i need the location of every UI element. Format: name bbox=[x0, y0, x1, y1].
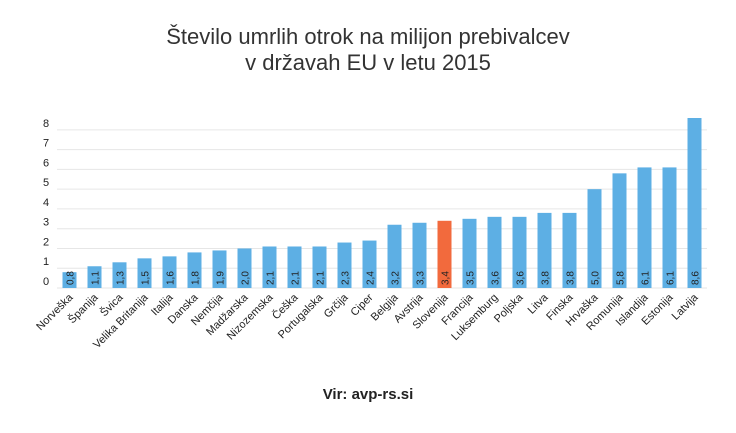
bar bbox=[237, 248, 252, 288]
chart-title: Število umrlih otrok na milijon prebival… bbox=[0, 24, 736, 76]
value-label: 3,6 bbox=[516, 271, 527, 285]
y-tick-label: 3 bbox=[43, 217, 49, 229]
value-label: 1,9 bbox=[216, 271, 227, 285]
value-label: 2,0 bbox=[241, 271, 252, 285]
value-label: 0,8 bbox=[66, 271, 77, 285]
value-label: 1,6 bbox=[166, 271, 177, 285]
value-label: 3,3 bbox=[416, 271, 427, 285]
y-tick-label: 4 bbox=[43, 197, 49, 209]
bar bbox=[637, 167, 652, 288]
bar bbox=[362, 240, 377, 288]
bar bbox=[287, 246, 302, 288]
value-label: 3,2 bbox=[391, 271, 402, 285]
bar bbox=[512, 216, 527, 288]
category-label: Latvija bbox=[670, 291, 702, 323]
bar bbox=[412, 222, 427, 288]
category-label: Norveška bbox=[34, 291, 76, 333]
value-label: 6,1 bbox=[666, 271, 677, 285]
value-label: 3,8 bbox=[566, 271, 577, 285]
value-label: 2,1 bbox=[291, 271, 302, 285]
bar bbox=[112, 262, 127, 288]
bar bbox=[312, 246, 327, 288]
category-label: Poljska bbox=[492, 291, 526, 325]
bar bbox=[387, 224, 402, 288]
bar bbox=[462, 218, 477, 288]
bar bbox=[262, 246, 277, 288]
bar bbox=[87, 266, 102, 288]
value-label: 1,8 bbox=[191, 271, 202, 285]
value-label: 2,1 bbox=[316, 271, 327, 285]
value-label: 5,0 bbox=[591, 271, 602, 285]
bar bbox=[212, 250, 227, 288]
y-tick-label: 1 bbox=[43, 256, 49, 268]
value-label: 2,3 bbox=[341, 271, 352, 285]
bar bbox=[162, 256, 177, 288]
chart-title-line-2: v državah EU v letu 2015 bbox=[245, 50, 491, 75]
y-tick-label: 7 bbox=[43, 138, 49, 150]
y-tick-label: 5 bbox=[43, 177, 49, 189]
bar bbox=[187, 252, 202, 288]
value-label: 5,8 bbox=[616, 271, 627, 285]
bar bbox=[337, 242, 352, 288]
bar bbox=[587, 189, 602, 288]
bar bbox=[687, 118, 702, 288]
value-label: 1,5 bbox=[141, 271, 152, 285]
y-tick-label: 2 bbox=[43, 236, 49, 248]
source-label: Vir: avp-rs.si bbox=[322, 386, 414, 403]
value-label: 2,4 bbox=[366, 271, 377, 285]
value-label: 3,8 bbox=[541, 271, 552, 285]
bar bbox=[662, 167, 677, 288]
value-label: 1,3 bbox=[116, 271, 127, 285]
bar bbox=[437, 220, 452, 288]
bar bbox=[612, 173, 627, 288]
category-label: Grčija bbox=[322, 291, 351, 320]
value-label: 3,4 bbox=[441, 271, 452, 285]
value-label: 8,6 bbox=[691, 271, 702, 285]
value-label: 3,5 bbox=[466, 271, 477, 285]
y-tick-label: 6 bbox=[43, 157, 49, 169]
bar bbox=[137, 258, 152, 288]
y-tick-label: 8 bbox=[43, 118, 49, 130]
value-label: 1,1 bbox=[91, 271, 102, 285]
chart-title-line-1: Število umrlih otrok na milijon prebival… bbox=[166, 24, 570, 49]
value-label: 2,1 bbox=[266, 271, 277, 285]
y-tick-label: 0 bbox=[43, 276, 49, 288]
bar bbox=[562, 212, 577, 288]
bar bbox=[487, 216, 502, 288]
value-label: 3,6 bbox=[491, 271, 502, 285]
bar bbox=[537, 212, 552, 288]
bar bbox=[62, 272, 77, 288]
value-label: 6,1 bbox=[641, 271, 652, 285]
